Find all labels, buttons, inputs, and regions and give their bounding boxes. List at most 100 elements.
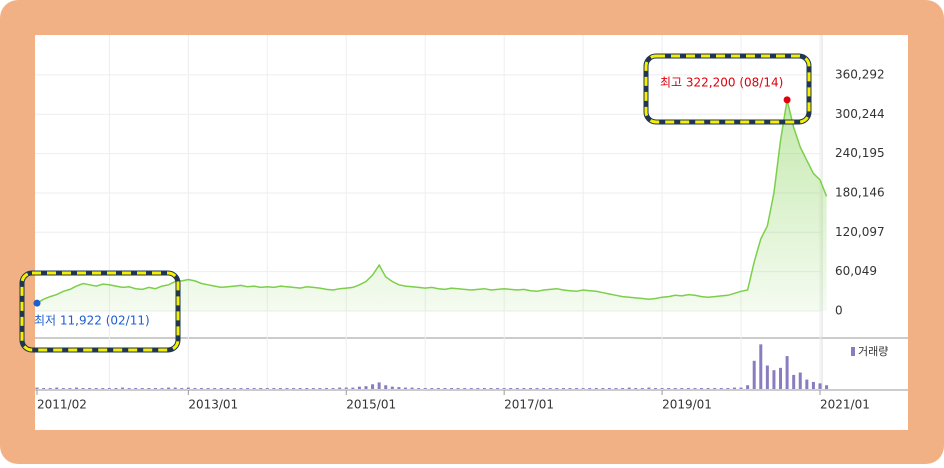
volume-bar <box>285 388 289 389</box>
x-tick-label: 2013/01 <box>188 398 238 412</box>
volume-bar <box>436 388 440 389</box>
volume-bar <box>423 388 427 389</box>
volume-bar <box>765 365 769 389</box>
highlight-min-dash <box>20 271 180 352</box>
volume-bar <box>568 388 572 389</box>
volume-bar <box>226 388 230 389</box>
y-tick-label: 0 <box>835 303 843 317</box>
volume-bar <box>792 374 796 389</box>
volume-bar <box>292 388 296 389</box>
volume-bar <box>107 388 111 389</box>
volume-bar <box>640 388 644 389</box>
volume-bar <box>265 388 269 389</box>
volume-bar <box>502 388 506 389</box>
volume-bar <box>252 388 256 389</box>
volume-bar <box>384 385 388 389</box>
volume-bar <box>601 388 605 389</box>
volume-bar <box>811 381 815 389</box>
x-tick-label: 2017/01 <box>504 398 554 412</box>
volume-bar <box>575 388 579 389</box>
volume-bar <box>798 372 802 389</box>
volume-bar <box>739 387 743 389</box>
volume-bar <box>318 388 322 389</box>
volume-bar <box>397 387 401 389</box>
volume-bar <box>825 385 829 389</box>
volume-bar <box>219 388 223 389</box>
volume-bar <box>430 388 434 389</box>
volume-bar <box>746 385 750 389</box>
x-tick-label: 2019/01 <box>662 398 712 412</box>
min-label: 최저 11,922 (02/11) <box>34 314 150 328</box>
x-tick-label: 2015/01 <box>346 398 396 412</box>
volume-bar <box>74 387 78 389</box>
volume-bar <box>48 388 52 389</box>
volume-bar <box>246 388 250 389</box>
volume-bar <box>55 387 59 389</box>
volume-bar <box>232 388 236 389</box>
volume-bar <box>390 386 394 389</box>
volume-bar <box>667 388 671 389</box>
x-tick-label: 2011/02 <box>37 398 87 412</box>
volume-bar <box>338 387 342 389</box>
volume-bar <box>351 387 355 389</box>
volume-bar <box>298 388 302 389</box>
volume-bar <box>101 388 105 389</box>
volume-bar <box>706 388 710 389</box>
volume-bar <box>588 388 592 389</box>
volume-bar <box>621 388 625 389</box>
volume-bar <box>173 387 177 389</box>
volume-bar <box>614 388 618 389</box>
volume-bar <box>68 388 72 389</box>
volume-bar <box>160 388 164 389</box>
volume-bar <box>528 388 532 389</box>
volume-bar <box>581 388 585 389</box>
max-label: 최고 322,200 (08/14) <box>660 76 783 90</box>
volume-bar <box>456 388 460 389</box>
volume-bar <box>140 388 144 389</box>
volume-bar <box>469 388 473 389</box>
volume-bar <box>377 382 381 389</box>
volume-bar <box>371 384 375 389</box>
volume-bar <box>206 388 210 389</box>
volume-bar <box>344 387 348 389</box>
volume-bar <box>147 388 151 389</box>
volume-bar <box>561 388 565 389</box>
volume-bar <box>186 387 190 389</box>
volume-bar <box>509 388 513 389</box>
volume-bar <box>489 388 493 389</box>
volume-bar <box>213 388 217 389</box>
volume-bar <box>779 367 783 389</box>
volume-bar <box>463 388 467 389</box>
volume-bar <box>607 388 611 389</box>
y-tick-label: 180,146 <box>835 185 885 199</box>
volume-bar <box>259 388 263 389</box>
volume-bar <box>785 356 789 389</box>
volume-bar <box>311 388 315 389</box>
y-tick-label: 360,292 <box>835 67 885 81</box>
volume-bar <box>693 388 697 389</box>
volume-bar <box>594 388 598 389</box>
volume-bar <box>660 388 664 389</box>
volume-bar <box>713 388 717 389</box>
volume-bar <box>167 387 171 389</box>
volume-bar <box>417 388 421 389</box>
volume-bar <box>673 388 677 389</box>
volume-bar <box>700 388 704 389</box>
highlight-max-dash <box>644 54 811 124</box>
volume-bar <box>134 388 138 389</box>
y-tick-label: 240,195 <box>835 146 885 160</box>
volume-bar <box>272 388 276 389</box>
volume-bar <box>42 388 46 389</box>
volume-bar <box>180 388 184 389</box>
volume-bar <box>482 388 486 389</box>
y-tick-label: 120,097 <box>835 225 885 239</box>
volume-bar <box>331 388 335 389</box>
volume-bar <box>535 388 539 389</box>
volume-bar <box>752 360 756 389</box>
legend-swatch <box>851 347 855 356</box>
volume-bar <box>634 388 638 389</box>
y-tick-label: 60,049 <box>835 264 877 278</box>
price-line <box>36 99 828 304</box>
volume-bar <box>732 387 736 389</box>
